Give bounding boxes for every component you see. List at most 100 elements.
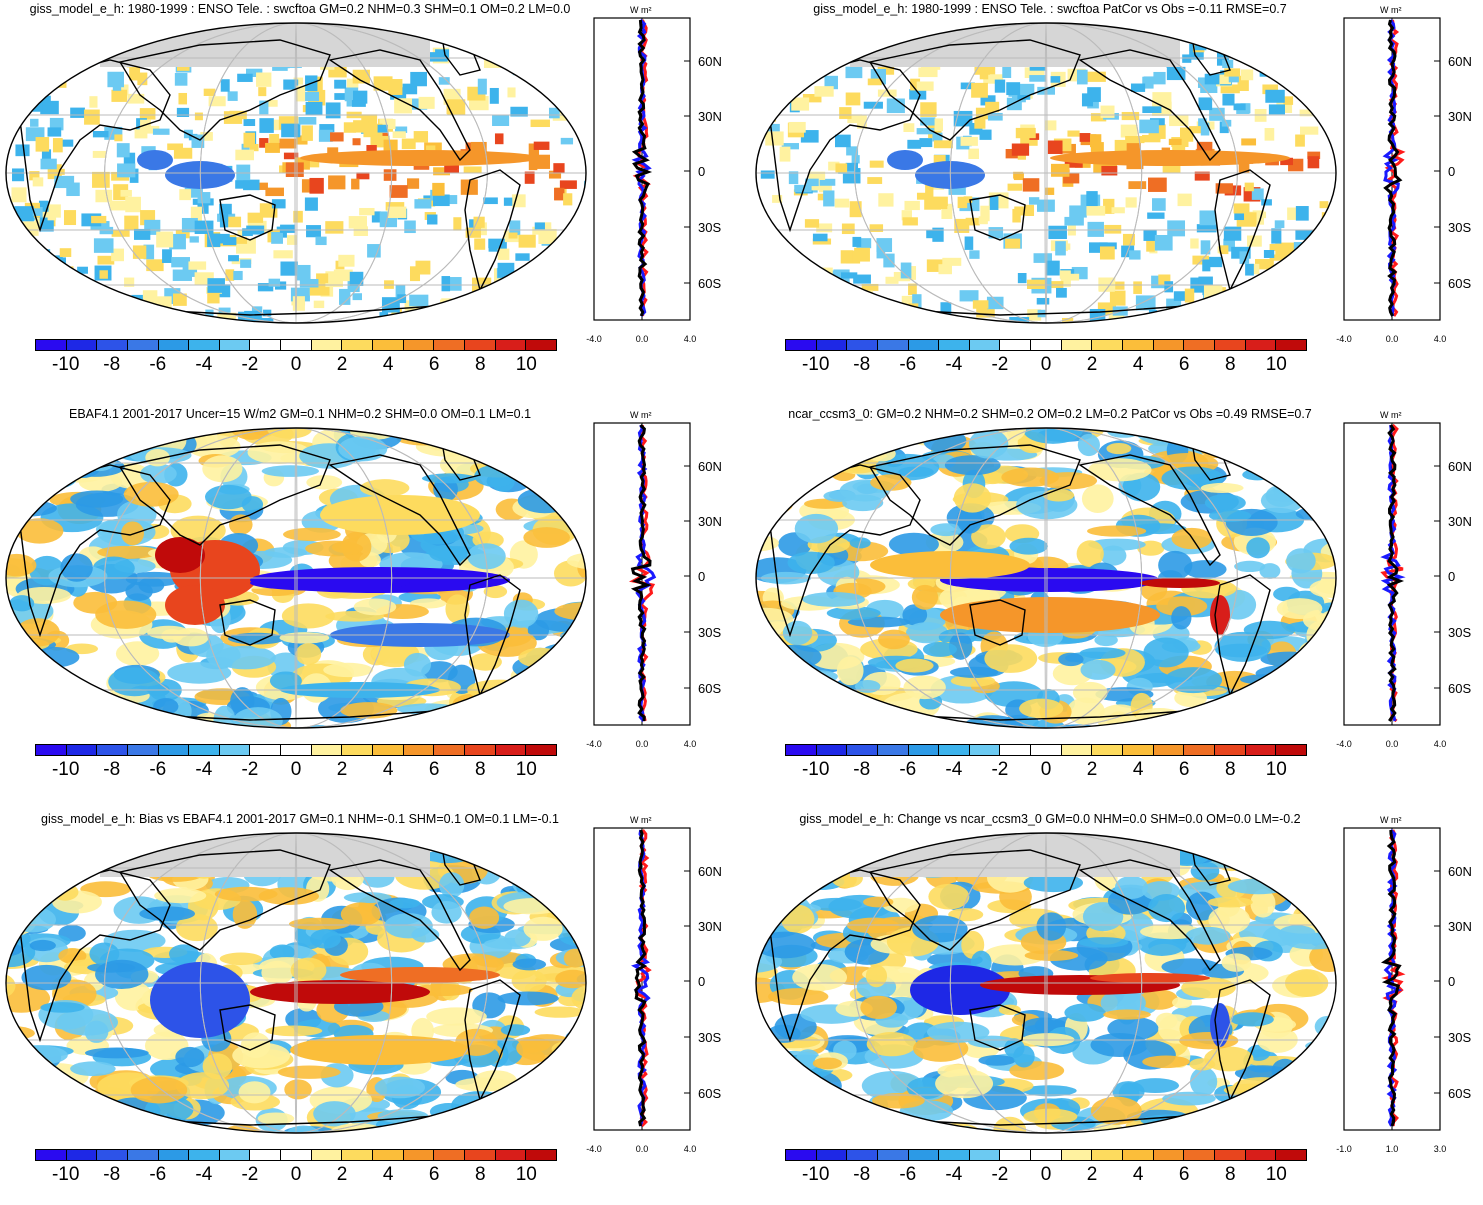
map-cell xyxy=(963,196,973,203)
map-cell xyxy=(802,94,822,103)
map-cell xyxy=(461,715,485,728)
map-cell xyxy=(256,72,272,87)
map-cell xyxy=(1230,833,1257,847)
map-cell xyxy=(318,129,333,142)
map-cell xyxy=(1106,442,1132,455)
map-cell xyxy=(1168,138,1182,146)
colorbar-label: -4 xyxy=(945,1164,963,1185)
map-cell xyxy=(41,436,102,448)
map-cell xyxy=(499,710,551,728)
map-cell xyxy=(523,676,573,704)
map-cell xyxy=(1294,40,1305,53)
map-cell xyxy=(132,245,147,259)
colorbar-segment xyxy=(434,340,465,350)
colorbar-segment xyxy=(127,1150,159,1160)
map-cell xyxy=(1067,130,1080,137)
map-cell xyxy=(1259,431,1319,455)
map-cell xyxy=(162,249,172,263)
map-cell xyxy=(222,237,237,246)
map-cell xyxy=(1135,708,1184,726)
map-cell xyxy=(225,269,235,281)
map-cell xyxy=(12,276,22,291)
map-cell xyxy=(527,428,568,452)
colorbar-label: 8 xyxy=(1224,759,1236,780)
map-cell xyxy=(283,527,341,542)
map-cell xyxy=(772,667,797,697)
map-cell xyxy=(548,260,561,272)
latitude-label: 0 xyxy=(698,164,705,179)
map-cell xyxy=(1060,276,1071,287)
map-cell xyxy=(200,132,213,141)
x-tick-label: -4.0 xyxy=(1336,334,1352,344)
map-cell xyxy=(846,146,859,156)
map-cell xyxy=(509,220,521,236)
colorbar-label: 0 xyxy=(1040,759,1052,780)
map-cell xyxy=(384,913,433,939)
map-cell xyxy=(1064,216,1084,226)
meridian-line xyxy=(199,833,393,1133)
map-cell xyxy=(293,77,304,85)
map-cell xyxy=(835,134,851,148)
map-cell xyxy=(310,929,341,949)
map-cell xyxy=(766,644,822,669)
map-cell xyxy=(1295,134,1305,147)
map-cell xyxy=(1310,232,1325,244)
map-cell xyxy=(528,1119,562,1131)
map-cell xyxy=(93,238,114,253)
map-cell xyxy=(1042,488,1075,502)
map-cell xyxy=(1310,288,1320,300)
map-cell xyxy=(756,683,789,714)
x-tick-label: 0.0 xyxy=(636,334,649,344)
map-cell xyxy=(351,178,360,190)
map-cell xyxy=(756,451,801,467)
positive-anomaly xyxy=(155,537,205,573)
map-cell xyxy=(1076,540,1104,568)
colorbar-label: 6 xyxy=(1178,1164,1190,1185)
map-cell xyxy=(127,718,170,728)
negative-anomaly xyxy=(910,965,1010,1015)
map-cell xyxy=(1146,240,1155,252)
colorbar-segment xyxy=(786,340,817,350)
map-cell xyxy=(444,722,467,728)
map-cell xyxy=(130,1076,188,1104)
map-cell xyxy=(1148,177,1167,192)
map-cell xyxy=(301,125,313,141)
map-cell xyxy=(359,479,410,497)
map-cell xyxy=(1172,145,1186,153)
map-cell xyxy=(304,197,318,211)
map-cell xyxy=(45,37,65,47)
map-cell xyxy=(500,1024,531,1036)
map-cell xyxy=(1103,198,1115,214)
map-cell xyxy=(756,1097,782,1119)
map-cell xyxy=(1295,206,1309,221)
colorbar-segment xyxy=(158,340,190,350)
map-cell xyxy=(948,908,984,922)
colorbar-segment xyxy=(36,340,67,350)
map-cell xyxy=(1099,246,1115,260)
map-cell xyxy=(1257,441,1284,465)
map-cell xyxy=(45,51,55,58)
colorbar-label: 8 xyxy=(474,354,486,375)
map-cell xyxy=(469,906,500,929)
map-cell xyxy=(381,719,414,728)
colorbar-segment xyxy=(1031,745,1062,755)
colorbar-label: 2 xyxy=(1086,759,1098,780)
colorbar-segment xyxy=(373,745,404,755)
map-cell xyxy=(1238,159,1250,174)
map-cell xyxy=(787,551,835,574)
black-profile-line xyxy=(631,19,653,317)
map-cell xyxy=(794,65,810,80)
map-cell xyxy=(1147,894,1186,923)
map-cell xyxy=(911,584,939,610)
map-cell xyxy=(775,450,803,468)
map-cell xyxy=(1154,234,1173,251)
map-cell xyxy=(1158,274,1171,286)
map-cell xyxy=(483,197,498,205)
map-cell xyxy=(888,532,939,556)
map-cell xyxy=(1058,652,1084,667)
map-cell xyxy=(429,545,459,562)
colorbar-segment xyxy=(464,745,496,755)
map-cell xyxy=(798,301,817,311)
map-cell xyxy=(883,1121,939,1133)
map-cell xyxy=(978,1055,1016,1066)
